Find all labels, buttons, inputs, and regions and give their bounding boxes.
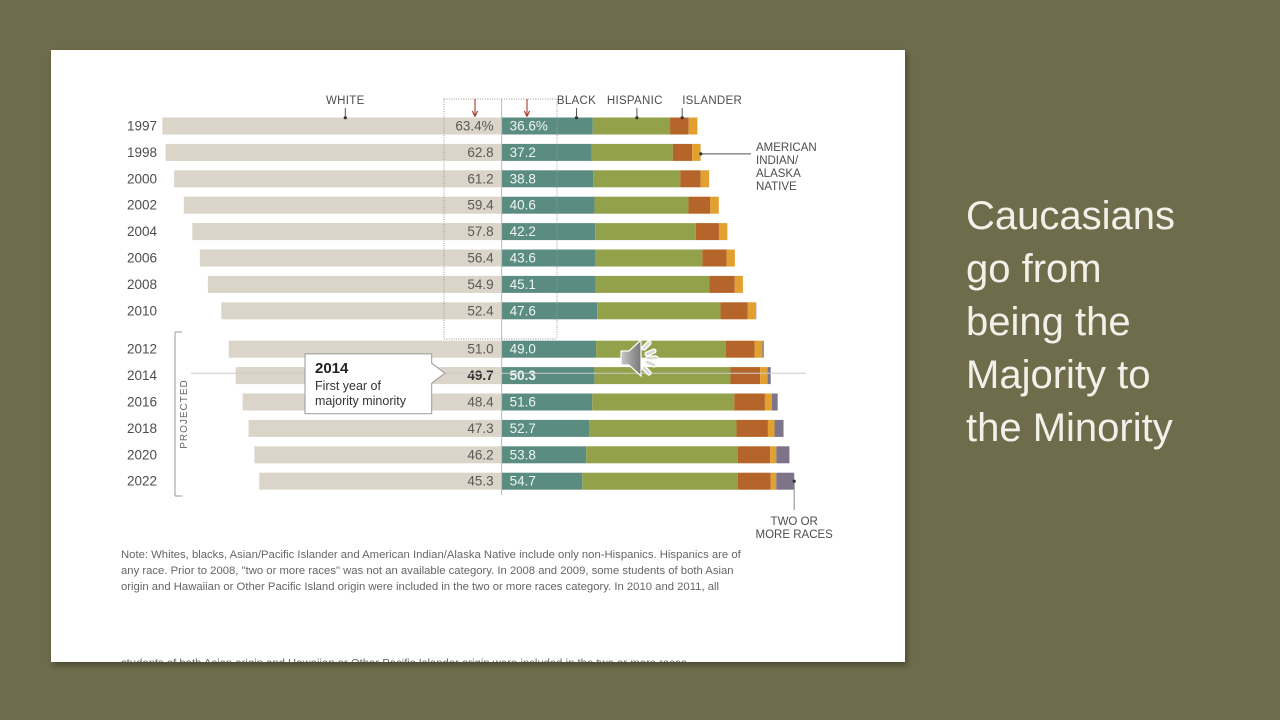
svg-text:students of both Asian origin: students of both Asian origin and Hawaii… <box>121 658 687 663</box>
svg-text:origin and Hawaiian or Other P: origin and Hawaiian or Other Pacific Isl… <box>121 581 719 593</box>
svg-text:45.3: 45.3 <box>467 474 493 489</box>
svg-text:INDIAN/: INDIAN/ <box>756 155 799 167</box>
svg-text:51.0: 51.0 <box>467 342 493 357</box>
svg-text:2014: 2014 <box>315 360 349 377</box>
svg-text:50.3: 50.3 <box>510 368 537 383</box>
svg-text:63.4%: 63.4% <box>455 119 493 134</box>
svg-text:AMERICAN: AMERICAN <box>756 142 817 154</box>
svg-text:62.8: 62.8 <box>467 145 493 160</box>
svg-text:53.8: 53.8 <box>510 447 536 462</box>
svg-text:2016: 2016 <box>127 395 157 410</box>
svg-text:38.8: 38.8 <box>510 171 536 186</box>
svg-text:BLACK: BLACK <box>557 95 596 107</box>
svg-text:51.6: 51.6 <box>510 395 536 410</box>
svg-text:54.9: 54.9 <box>467 277 493 292</box>
svg-text:2004: 2004 <box>127 224 158 239</box>
svg-text:2008: 2008 <box>127 277 157 292</box>
svg-text:2018: 2018 <box>127 421 157 436</box>
svg-text:WHITE: WHITE <box>326 95 365 107</box>
svg-text:49.7: 49.7 <box>467 368 493 383</box>
svg-text:47.3: 47.3 <box>467 421 493 436</box>
svg-text:HISPANIC: HISPANIC <box>607 95 663 107</box>
svg-text:48.4: 48.4 <box>467 395 494 410</box>
svg-text:MORE RACES: MORE RACES <box>756 529 834 541</box>
svg-text:40.6: 40.6 <box>510 198 536 213</box>
svg-text:54.7: 54.7 <box>510 474 536 489</box>
svg-text:45.1: 45.1 <box>510 277 536 292</box>
svg-text:2012: 2012 <box>127 342 157 357</box>
svg-text:TWO OR: TWO OR <box>771 516 818 528</box>
svg-text:2002: 2002 <box>127 198 157 213</box>
svg-text:ALASKA: ALASKA <box>756 168 801 180</box>
svg-text:PROJECTED: PROJECTED <box>179 379 190 449</box>
svg-text:2010: 2010 <box>127 303 157 318</box>
svg-text:49.0: 49.0 <box>510 342 536 357</box>
svg-text:1997: 1997 <box>127 119 157 134</box>
svg-text:42.2: 42.2 <box>510 224 536 239</box>
svg-text:52.4: 52.4 <box>467 303 494 318</box>
svg-text:52.7: 52.7 <box>510 421 536 436</box>
svg-text:46.2: 46.2 <box>467 447 493 462</box>
svg-text:2006: 2006 <box>127 251 157 266</box>
svg-text:56.4: 56.4 <box>467 251 494 266</box>
svg-text:ISLANDER: ISLANDER <box>682 95 742 107</box>
svg-text:2000: 2000 <box>127 171 157 186</box>
svg-text:47.6: 47.6 <box>510 303 536 318</box>
svg-text:First year of: First year of <box>315 379 382 393</box>
svg-text:43.6: 43.6 <box>510 251 536 266</box>
svg-text:61.2: 61.2 <box>467 171 493 186</box>
svg-text:NATIVE: NATIVE <box>756 181 797 193</box>
svg-text:2022: 2022 <box>127 474 157 489</box>
svg-text:majority minority: majority minority <box>315 394 407 408</box>
svg-text:2020: 2020 <box>127 447 157 462</box>
svg-text:59.4: 59.4 <box>467 198 494 213</box>
svg-text:37.2: 37.2 <box>510 145 536 160</box>
svg-text:36.6%: 36.6% <box>510 119 548 134</box>
svg-text:2014: 2014 <box>127 368 158 383</box>
svg-text:1998: 1998 <box>127 145 157 160</box>
svg-text:57.8: 57.8 <box>467 224 493 239</box>
svg-text:Note: Whites, blacks, Asian/Pa: Note: Whites, blacks, Asian/Pacific Isla… <box>121 549 742 561</box>
svg-text:any race. Prior to 2008, "two: any race. Prior to 2008, "two or more ra… <box>121 565 734 577</box>
